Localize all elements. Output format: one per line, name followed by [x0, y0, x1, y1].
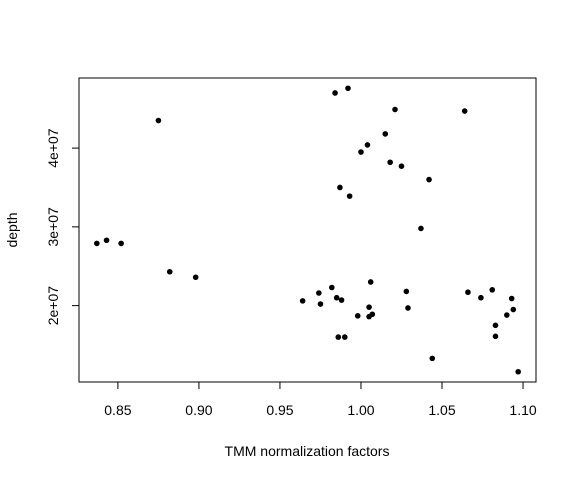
data-point — [192, 274, 199, 281]
data-point — [316, 290, 322, 296]
data-point — [387, 159, 393, 166]
x-tick-label: 0.85 — [104, 402, 131, 418]
x-tick-label: 0.90 — [185, 402, 212, 418]
data-point — [346, 193, 353, 199]
data-point — [366, 304, 372, 310]
data-point — [338, 297, 345, 303]
data-point — [403, 288, 410, 295]
data-point — [354, 313, 361, 319]
data-point — [337, 184, 343, 191]
data-point — [317, 301, 324, 307]
data-point — [335, 334, 342, 340]
data-point — [94, 240, 100, 247]
data-point — [299, 298, 306, 304]
data-point — [358, 149, 364, 155]
x-tick-label: 1.10 — [509, 402, 536, 418]
data-point — [418, 225, 424, 232]
data-point — [478, 294, 484, 301]
data-point — [489, 287, 496, 293]
data-point — [405, 305, 411, 311]
x-tick-label: 1.00 — [347, 402, 374, 418]
x-axis: 0.85 0.90 0.95 1.00 1.05 1.10 — [104, 381, 537, 418]
y-tick-label: 3e+07 — [45, 207, 61, 247]
data-point — [429, 355, 436, 362]
data-point — [515, 368, 521, 375]
x-axis-label: TMM normalization factors — [225, 443, 390, 459]
data-point — [465, 289, 471, 296]
x-tick-label: 1.05 — [428, 402, 455, 418]
data-point — [118, 240, 124, 247]
data-point — [510, 306, 517, 313]
data-point — [492, 322, 499, 329]
data-point — [367, 279, 374, 285]
data-point — [398, 163, 405, 170]
y-axis-label: depth — [4, 212, 20, 247]
data-point — [392, 106, 398, 113]
data-point — [329, 284, 335, 291]
data-point — [508, 295, 515, 302]
data-point — [332, 90, 338, 96]
data-point — [492, 333, 499, 340]
plot-frame — [78, 77, 537, 383]
data-point — [103, 237, 110, 244]
x-tick-label: 0.95 — [266, 402, 293, 418]
data-point — [504, 312, 510, 318]
data-point — [155, 117, 162, 124]
data-point — [461, 108, 468, 114]
data-points — [94, 85, 521, 375]
data-point — [341, 334, 348, 340]
data-point — [166, 268, 173, 275]
y-tick-label: 2e+07 — [45, 286, 61, 326]
data-point — [382, 131, 389, 137]
data-point — [364, 142, 371, 148]
data-point — [426, 176, 432, 183]
data-point — [345, 85, 351, 92]
data-point — [369, 311, 376, 318]
y-axis: 2e+07 3e+07 4e+07 — [45, 128, 80, 326]
y-tick-label: 4e+07 — [45, 128, 61, 168]
data-point — [333, 294, 340, 301]
